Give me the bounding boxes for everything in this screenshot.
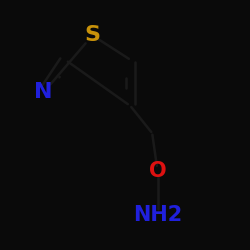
Text: S: S <box>84 25 100 45</box>
Text: NH2: NH2 <box>133 205 182 225</box>
Text: O: O <box>149 161 166 181</box>
Text: N: N <box>34 82 53 102</box>
